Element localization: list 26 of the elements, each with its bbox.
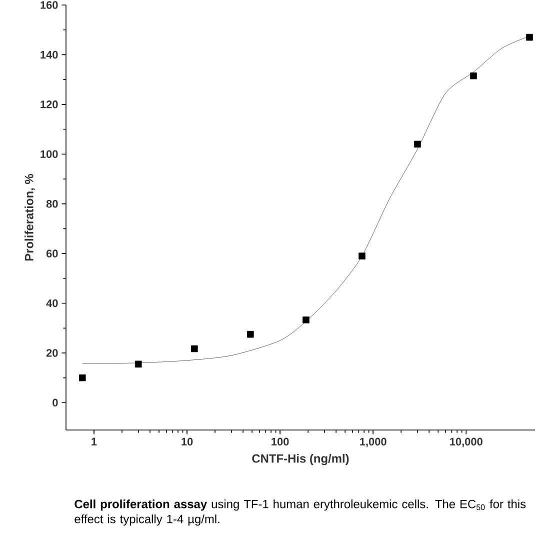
x-tick-label: 10,000	[450, 438, 482, 448]
y-tick-label: 140	[40, 50, 58, 59]
point	[247, 330, 254, 338]
x-tick-label: 100	[272, 438, 289, 446]
y-tick-label: 20	[46, 349, 58, 357]
point	[135, 360, 142, 368]
point	[302, 316, 310, 324]
x-axis-title: CNTF-His (ng/ml)	[252, 454, 349, 466]
y-tick-label: 100	[40, 150, 58, 158]
point	[191, 345, 198, 352]
point	[78, 374, 86, 382]
y-tick-label: 60	[46, 250, 58, 258]
point	[526, 34, 533, 41]
y-tick-label: 80	[46, 200, 58, 208]
y-axis-title: Proliferation, %	[24, 174, 36, 261]
point	[358, 252, 366, 260]
x-tick-label: 1	[92, 438, 97, 446]
point	[470, 72, 477, 80]
y-tick-label: 40	[46, 299, 58, 308]
y-tick-label: 160	[40, 1, 58, 9]
x-tick-label: 1,000	[360, 438, 386, 448]
text: Cell proliferation assay using TF-1 human erythroleukemic cells. The EC$_{50}$ for this effect is typically 1-4 µg/ml.	[74, 500, 526, 526]
x-tick-label: 10	[182, 438, 193, 446]
y-tick-label: 120	[40, 100, 58, 108]
point	[414, 140, 421, 148]
y-tick-label: 0	[52, 398, 58, 407]
